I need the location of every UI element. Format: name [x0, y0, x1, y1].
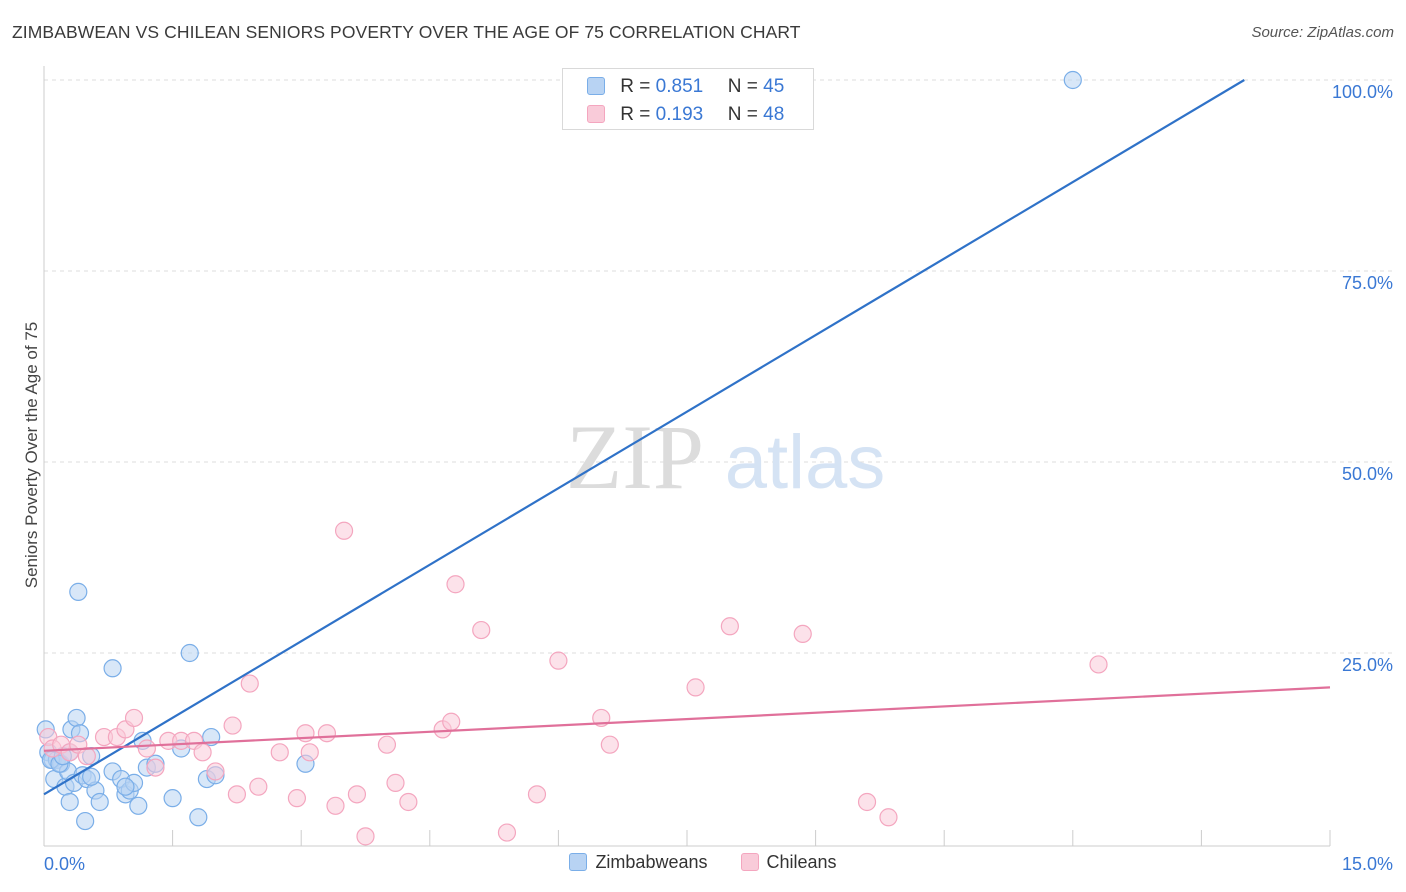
point-chileans: [686, 678, 705, 697]
x-tick-label-min: 0.0%: [44, 854, 85, 874]
point-chileans: [223, 716, 242, 735]
legend-label-zimbabweans: Zimbabweans: [595, 852, 708, 872]
trend-line-zimbabweans: [43, 79, 1245, 796]
point-chileans: [300, 743, 319, 762]
watermark-zip: ZIP: [566, 406, 704, 508]
point-chileans: [206, 762, 225, 781]
point-chileans: [137, 739, 156, 758]
point-zimbabweans: [129, 796, 148, 815]
point-zimbabweans: [69, 582, 88, 601]
point-chileans: [442, 712, 461, 731]
legend-n-value: 45: [763, 76, 785, 97]
point-zimbabweans: [180, 643, 199, 663]
point-chileans: [857, 792, 877, 812]
point-chileans: [720, 617, 739, 636]
point-chileans: [527, 785, 547, 804]
legend-row-zimbabweans: R = 0.851 N = 45: [587, 76, 784, 98]
chart-title: ZIMBABWEAN VS CHILEAN SENIORS POVERTY OV…: [12, 22, 801, 42]
point-chileans: [193, 743, 212, 762]
y-tick-label: 25.0%: [1342, 655, 1393, 675]
y-tick-label: 50.0%: [1342, 464, 1393, 484]
point-zimbabweans: [67, 708, 86, 728]
x-tick-label-max: 15.0%: [1342, 854, 1393, 874]
source-label: Source: ZipAtlas.com: [1251, 24, 1394, 41]
point-zimbabweans: [103, 659, 122, 678]
point-chileans: [227, 785, 246, 804]
trend-lines: [43, 79, 1331, 796]
point-chileans: [287, 789, 307, 808]
point-chileans: [549, 651, 568, 670]
legend-swatch-chileans: [740, 853, 759, 871]
point-chileans: [270, 743, 289, 762]
point-chileans: [386, 773, 405, 792]
legend-label-chileans: Chileans: [766, 852, 837, 872]
legend-r-value: 0.851: [655, 76, 704, 97]
legend-swatch-zimbabweans: [569, 853, 588, 871]
axes: [43, 66, 1331, 847]
point-chileans: [356, 827, 375, 846]
y-axis-label: Seniors Poverty Over the Age of 75: [22, 321, 41, 589]
point-chileans: [334, 521, 354, 540]
point-zimbabweans: [90, 792, 109, 812]
point-chileans: [399, 792, 418, 812]
legend-item-chileans: Chileans: [740, 852, 837, 873]
point-chileans: [240, 674, 259, 693]
point-zimbabweans: [189, 808, 208, 827]
legend-n-label: N =: [727, 104, 758, 125]
watermark-atlas: atlas: [725, 420, 886, 505]
point-chileans: [146, 758, 165, 777]
point-zimbabweans: [1063, 70, 1082, 90]
point-chileans: [472, 620, 491, 640]
legend-n-value: 48: [763, 104, 785, 125]
legend-r-label: R =: [620, 76, 651, 97]
point-chileans: [124, 708, 144, 728]
point-chileans: [326, 796, 345, 815]
y-tick-label: 100.0%: [1332, 82, 1393, 102]
point-chileans: [600, 735, 619, 754]
point-chileans: [879, 808, 898, 827]
point-zimbabweans: [60, 792, 79, 812]
point-zimbabweans: [76, 811, 95, 831]
point-zimbabweans: [82, 767, 101, 786]
legend-n-label: N =: [727, 76, 758, 97]
point-chileans: [77, 747, 96, 766]
watermark: ZIP atlas: [566, 406, 885, 508]
legend-swatch-zimbabweans: [587, 77, 605, 95]
y-tick-label: 75.0%: [1342, 273, 1393, 293]
point-chileans: [497, 823, 517, 842]
legend-item-zimbabweans: Zimbabweans: [569, 852, 708, 873]
legend-r-label: R =: [620, 104, 651, 125]
point-chileans: [347, 785, 367, 804]
point-zimbabweans: [116, 777, 135, 796]
correlation-legend: R = 0.851 N = 45 R = 0.193 N = 48: [562, 68, 814, 130]
point-chileans: [249, 777, 268, 796]
legend-swatch-chileans: [587, 105, 605, 123]
grid-lines: [44, 79, 1392, 654]
point-chileans: [317, 724, 337, 743]
tick-labels: 25.0% 50.0% 75.0% 100.0% 0.0% 15.0%: [44, 82, 1393, 874]
point-chileans: [446, 575, 465, 594]
point-chileans: [793, 624, 812, 644]
series-legend: Zimbabweans Chileans: [0, 852, 1406, 873]
point-chileans: [1089, 655, 1108, 674]
trend-line-chileans: [43, 686, 1331, 752]
point-chileans: [377, 735, 397, 754]
legend-r-value: 0.193: [655, 104, 704, 125]
point-zimbabweans: [163, 789, 182, 808]
legend-row-chileans: R = 0.193 N = 48: [587, 104, 784, 126]
